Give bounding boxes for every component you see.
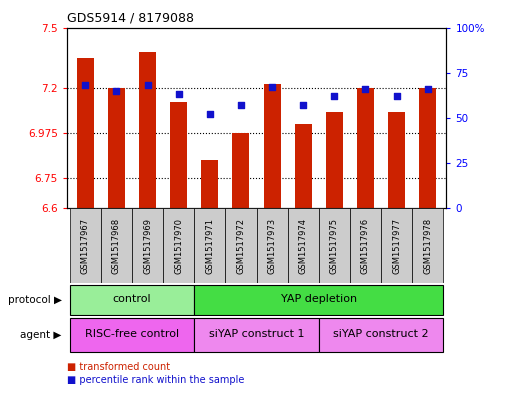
Bar	[101, 208, 132, 283]
Point	[268, 84, 276, 90]
Bar	[288, 208, 319, 283]
Point	[174, 91, 183, 97]
Text: siYAP construct 1: siYAP construct 1	[209, 329, 304, 339]
Bar	[357, 88, 374, 208]
Point	[237, 102, 245, 108]
Bar	[108, 88, 125, 208]
Bar	[381, 208, 412, 283]
Bar	[256, 208, 288, 283]
Bar	[77, 58, 94, 208]
Point	[299, 102, 307, 108]
Text: agent ▶: agent ▶	[20, 330, 62, 340]
Text: GSM1517975: GSM1517975	[330, 218, 339, 274]
Bar	[319, 208, 350, 283]
Text: GSM1517967: GSM1517967	[81, 218, 90, 274]
Bar	[201, 160, 219, 208]
Bar	[70, 285, 194, 315]
Point	[144, 82, 152, 88]
Bar	[232, 133, 249, 208]
Text: GSM1517972: GSM1517972	[236, 218, 245, 274]
Bar	[170, 102, 187, 208]
Bar	[70, 208, 101, 283]
Bar	[264, 84, 281, 208]
Bar	[388, 112, 405, 208]
Text: siYAP construct 2: siYAP construct 2	[333, 329, 429, 339]
Text: ■ percentile rank within the sample: ■ percentile rank within the sample	[67, 375, 244, 386]
Bar	[326, 112, 343, 208]
Text: GSM1517976: GSM1517976	[361, 218, 370, 274]
Bar	[194, 318, 319, 352]
Bar	[225, 208, 256, 283]
Point	[112, 88, 121, 94]
Bar	[163, 208, 194, 283]
Bar	[132, 208, 163, 283]
Point	[424, 86, 432, 92]
Text: control: control	[113, 294, 151, 304]
Text: ■ transformed count: ■ transformed count	[67, 362, 170, 373]
Text: GSM1517968: GSM1517968	[112, 218, 121, 274]
Text: GSM1517971: GSM1517971	[205, 218, 214, 274]
Bar	[412, 208, 443, 283]
Text: GSM1517977: GSM1517977	[392, 218, 401, 274]
Text: GSM1517974: GSM1517974	[299, 218, 308, 274]
Text: protocol ▶: protocol ▶	[8, 295, 62, 305]
Point	[81, 82, 89, 88]
Text: RISC-free control: RISC-free control	[85, 329, 179, 339]
Text: YAP depletion: YAP depletion	[281, 294, 357, 304]
Bar	[70, 318, 194, 352]
Point	[361, 86, 369, 92]
Text: GSM1517970: GSM1517970	[174, 218, 183, 274]
Text: GSM1517973: GSM1517973	[268, 218, 277, 274]
Point	[330, 93, 339, 99]
Text: GSM1517969: GSM1517969	[143, 218, 152, 274]
Text: GSM1517978: GSM1517978	[423, 218, 432, 274]
Text: GDS5914 / 8179088: GDS5914 / 8179088	[67, 12, 194, 25]
Bar	[194, 208, 225, 283]
Bar	[350, 208, 381, 283]
Bar	[294, 124, 312, 208]
Bar	[319, 318, 443, 352]
Point	[206, 111, 214, 118]
Point	[392, 93, 401, 99]
Bar	[419, 88, 436, 208]
Bar	[194, 285, 443, 315]
Bar	[139, 51, 156, 208]
